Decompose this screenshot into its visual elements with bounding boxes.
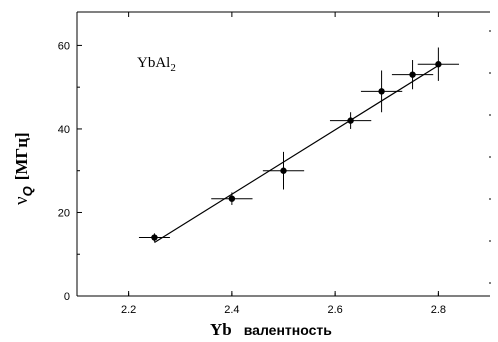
x-tick-label: 2.2 — [121, 304, 136, 316]
data-point — [417, 47, 460, 81]
y-tick-label: 20 — [58, 207, 70, 219]
x-axis-title: Yb валентность — [210, 320, 332, 339]
y-axis-title: νQ[МГц] — [11, 132, 35, 205]
x-tick-label: 2.4 — [224, 304, 239, 316]
data-point — [391, 60, 434, 90]
data-marker — [378, 88, 385, 95]
y-tick-label: 40 — [58, 124, 70, 136]
x-axis: 2.2 2.4 2.6 2.8 — [121, 12, 446, 316]
fit-line — [154, 64, 439, 244]
data-marker — [151, 234, 158, 241]
data-points — [138, 47, 460, 242]
data-marker — [280, 167, 287, 174]
data-point — [262, 151, 305, 190]
y-tick-label: 0 — [64, 291, 70, 303]
x-tick-label: 2.6 — [327, 304, 342, 316]
data-point — [329, 112, 372, 129]
y-tick-label: 60 — [58, 40, 70, 52]
data-point — [360, 70, 403, 113]
data-marker — [347, 117, 354, 124]
data-point — [211, 192, 253, 205]
fit-line-group — [154, 64, 439, 244]
compound-annotation: YbAl2 — [137, 55, 176, 74]
data-point — [138, 233, 170, 242]
plot-frame — [76, 11, 491, 297]
x-tick-label: 2.8 — [431, 304, 446, 316]
data-marker — [435, 61, 442, 68]
data-marker — [228, 195, 236, 202]
data-marker — [409, 71, 416, 78]
y-axis: 0 20 40 60 — [58, 40, 82, 303]
